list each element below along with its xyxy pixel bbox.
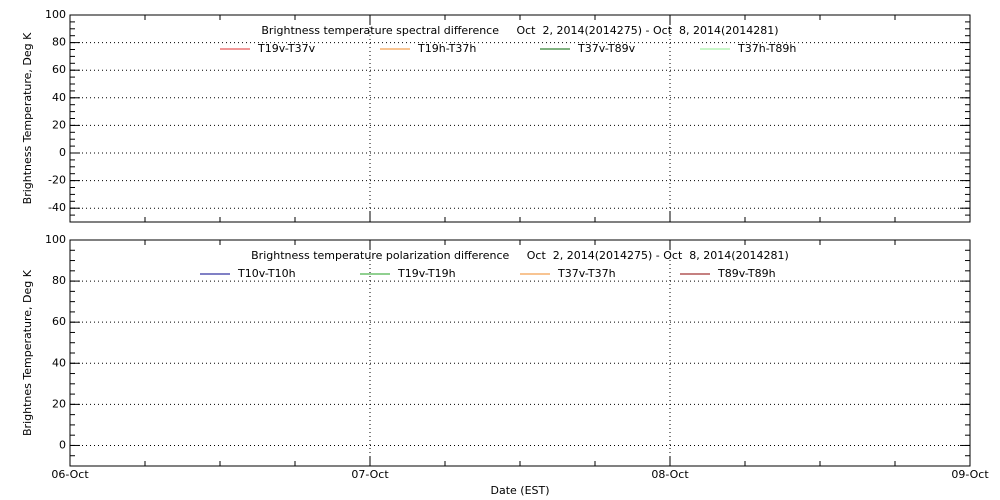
legend-label: T37h-T89h: [737, 42, 796, 55]
y-tick-label: 20: [52, 118, 66, 131]
legend-label: T19v-T19h: [397, 267, 456, 280]
legend-label: T19h-T37h: [417, 42, 476, 55]
plot-frame: [69, 14, 971, 223]
chart-title: Brightness temperature spectral differen…: [261, 24, 778, 37]
y-tick-label: 0: [59, 146, 66, 159]
y-tick-label: 40: [52, 356, 66, 369]
x-tick-label: 07-Oct: [351, 468, 389, 481]
legend-label: T37v-T37h: [557, 267, 616, 280]
y-axis-label: Brightnes Temperature, Deg K: [21, 269, 34, 436]
x-axis-label: Date (EST): [490, 484, 549, 497]
x-tick-label: 08-Oct: [651, 468, 689, 481]
y-tick-label: 60: [52, 315, 66, 328]
legend-label: T19v-T37v: [257, 42, 316, 55]
x-tick-label: 09-Oct: [951, 468, 989, 481]
y-tick-label: -40: [48, 201, 66, 214]
y-tick-label: 100: [45, 233, 66, 246]
y-tick-label: 80: [52, 274, 66, 287]
y-tick-label: -20: [48, 174, 66, 187]
legend-label: T89v-T89h: [717, 267, 776, 280]
legend-label: T10v-T10h: [237, 267, 296, 280]
legend-label: T37v-T89v: [577, 42, 636, 55]
y-tick-label: 100: [45, 8, 66, 21]
y-tick-label: 40: [52, 91, 66, 104]
y-tick-label: 60: [52, 63, 66, 76]
y-tick-label: 0: [59, 438, 66, 451]
chart-title: Brightness temperature polarization diff…: [251, 249, 789, 262]
y-tick-label: 80: [52, 36, 66, 49]
x-tick-label: 06-Oct: [51, 468, 89, 481]
y-axis-label: Brightness Temperature, Deg K: [21, 32, 34, 204]
y-tick-label: 20: [52, 397, 66, 410]
